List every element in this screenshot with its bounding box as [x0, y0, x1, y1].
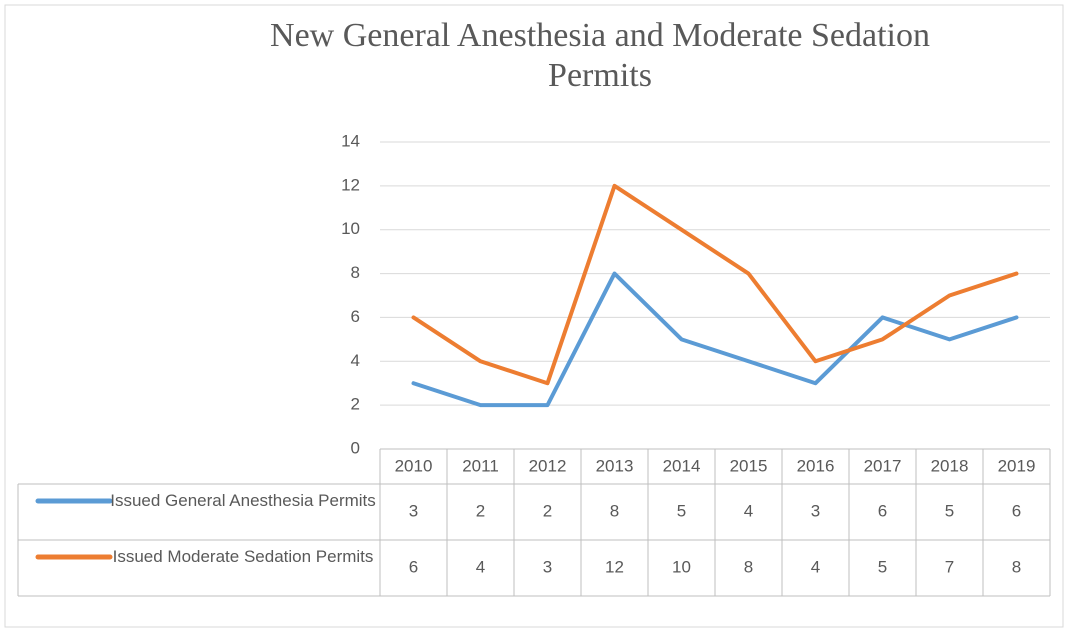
table-value: 3: [811, 501, 820, 520]
table-value: 8: [744, 557, 753, 576]
table-value: 5: [945, 501, 954, 520]
table-value: 2: [476, 501, 485, 520]
series-line: [411, 183, 1019, 386]
y-tick-label: 6: [351, 307, 360, 326]
y-tick-label: 10: [341, 219, 360, 238]
x-tick-label: 2013: [596, 456, 634, 475]
x-tick-label: 2017: [864, 456, 902, 475]
table-value: 3: [543, 557, 552, 576]
x-tick-label: 2014: [663, 456, 701, 475]
table-value: 2: [543, 501, 552, 520]
x-tick-label: 2012: [529, 456, 567, 475]
x-tick-label: 2011: [462, 456, 499, 475]
table-value: 7: [945, 557, 954, 576]
x-tick-label: 2016: [797, 456, 835, 475]
x-tick-label: 2019: [998, 456, 1036, 475]
y-tick-label: 2: [351, 395, 360, 414]
chart-border: [4, 4, 1064, 628]
table-value: 10: [672, 557, 691, 576]
table-value: 6: [1012, 501, 1021, 520]
table-value: 5: [878, 557, 887, 576]
table-value: 4: [744, 501, 753, 520]
y-tick-label: 4: [351, 351, 360, 370]
y-tick-label: 8: [351, 263, 360, 282]
table-value: 3: [409, 501, 418, 520]
y-tick-label: 12: [341, 175, 360, 194]
y-tick-label: 0: [351, 438, 360, 457]
table-value: 8: [1012, 557, 1021, 576]
table-value: 5: [677, 501, 686, 520]
table-value: 6: [878, 501, 887, 520]
x-tick-label: 2010: [395, 456, 433, 475]
table-value: 8: [610, 501, 619, 520]
legend-label: Issued General Anesthesia Permits: [110, 491, 376, 510]
legend-label: Issued Moderate Sedation Permits: [112, 547, 374, 566]
table-value: 4: [476, 557, 485, 576]
y-tick-label: 14: [341, 131, 360, 150]
table-value: 4: [811, 557, 820, 576]
table-value: 12: [605, 557, 624, 576]
series-line: [411, 271, 1019, 408]
x-tick-label: 2015: [730, 456, 768, 475]
table-value: 6: [409, 557, 418, 576]
x-tick-label: 2018: [931, 456, 969, 475]
chart-title: New General Anesthesia and Moderate Seda…: [270, 17, 930, 94]
